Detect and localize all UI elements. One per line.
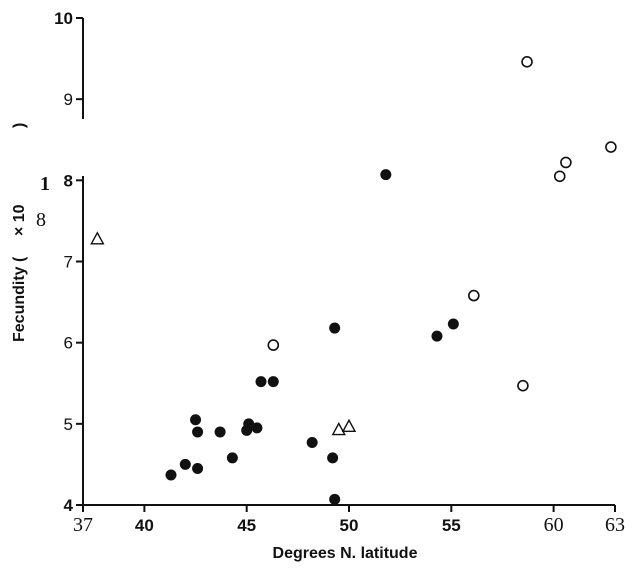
filled-circle-point-6 bbox=[226, 452, 238, 464]
filled-circle-point-16 bbox=[380, 169, 392, 181]
open-triangle-point-1 bbox=[331, 422, 346, 436]
x-ticks: 37 40 45 50 55 60 63 bbox=[73, 505, 625, 536]
x-tick-label-40: 40 bbox=[135, 516, 154, 535]
x-tick-label-37: 37 bbox=[73, 514, 93, 536]
x-axis-title: Degrees N. latitude bbox=[273, 545, 418, 562]
filled-circle-point-1 bbox=[179, 458, 191, 470]
stray-mark-8: 8 bbox=[36, 209, 46, 231]
filled-circle-point-3 bbox=[192, 426, 204, 438]
y-axis-title-garble: × 10 bbox=[11, 204, 28, 236]
filled-circle-point-17 bbox=[431, 330, 443, 342]
filled-circle-point-12 bbox=[306, 437, 318, 449]
stray-mark-1: 1 bbox=[40, 173, 50, 195]
filled-circle-point-18 bbox=[447, 318, 459, 330]
x-tick-label-45: 45 bbox=[237, 516, 256, 535]
y-tick-label-10: 10 bbox=[54, 9, 73, 28]
filled-circle-point-5 bbox=[214, 426, 226, 438]
open-triangle-point-0 bbox=[90, 231, 105, 245]
x-tick-label-63: 63 bbox=[605, 514, 625, 536]
y-axis-title-fragment-group: ) bbox=[11, 123, 28, 128]
open-circle-point-3 bbox=[521, 56, 533, 68]
open-circle-point-4 bbox=[553, 170, 566, 183]
filled-circle-point-8 bbox=[243, 418, 255, 430]
open-circle-point-1 bbox=[468, 289, 480, 302]
filled-circle-point-9 bbox=[251, 422, 263, 434]
y-tick-label-7: 7 bbox=[64, 253, 73, 272]
y-ticks: 4 5 6 7 8 9 10 bbox=[54, 9, 83, 515]
y-axis-title-garble-group: × 10 bbox=[11, 204, 28, 236]
x-tick-label-55: 55 bbox=[442, 516, 461, 535]
x-tick-label-60: 60 bbox=[544, 514, 564, 536]
filled-circle-point-15 bbox=[329, 493, 341, 505]
open-circle-point-2 bbox=[517, 379, 529, 392]
y-tick-label-9: 9 bbox=[64, 90, 73, 109]
x-tick-label-50: 50 bbox=[340, 516, 359, 535]
y-axis-title: Fecundity ( bbox=[11, 256, 28, 342]
data-points bbox=[90, 56, 617, 505]
y-tick-label-5: 5 bbox=[64, 415, 73, 434]
filled-circle-point-13 bbox=[327, 452, 339, 464]
filled-circle-point-2 bbox=[190, 414, 202, 426]
open-triangle-point-2 bbox=[341, 418, 357, 432]
y-tick-label-4: 4 bbox=[64, 496, 74, 515]
open-circle-point-5 bbox=[560, 156, 572, 169]
open-circle-point-0 bbox=[267, 339, 280, 351]
y-axis-title-group: Fecundity ( bbox=[11, 256, 28, 342]
filled-circle-point-10 bbox=[255, 376, 267, 388]
open-circle-point-6 bbox=[605, 141, 617, 153]
y-tick-label-8: 8 bbox=[64, 171, 73, 190]
filled-circle-point-4 bbox=[192, 462, 204, 474]
y-tick-label-6: 6 bbox=[64, 334, 73, 353]
filled-circle-point-11 bbox=[267, 376, 279, 388]
y-axis-title-fragment: ) bbox=[11, 123, 28, 128]
filled-circle-point-14 bbox=[329, 322, 341, 334]
filled-circle-point-0 bbox=[165, 469, 177, 481]
